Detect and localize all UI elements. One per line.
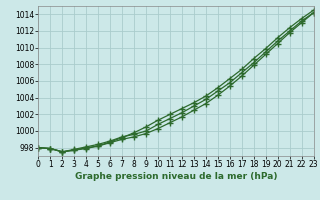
X-axis label: Graphe pression niveau de la mer (hPa): Graphe pression niveau de la mer (hPa) (75, 172, 277, 181)
